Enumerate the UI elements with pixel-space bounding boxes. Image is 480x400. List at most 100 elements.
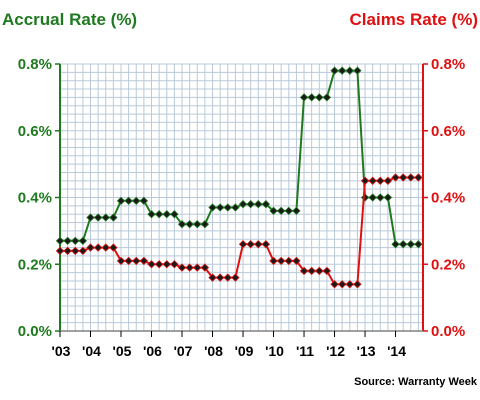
accrual-rate-point	[71, 236, 80, 246]
claims-rate-point	[162, 260, 171, 269]
accrual-rate-point	[93, 213, 103, 222]
x-tick-label: '11	[296, 343, 314, 359]
claims-rate-point	[154, 260, 164, 269]
x-tick-label: '09	[235, 343, 254, 359]
claims-rate-point	[177, 263, 187, 272]
accrual-rate-point	[238, 200, 248, 209]
accrual-rate-point	[391, 240, 400, 249]
x-tick-label: '03	[52, 343, 71, 359]
claims-rate-point	[116, 256, 126, 266]
accrual-rate-point	[261, 200, 271, 209]
claims-rate-point	[414, 173, 423, 182]
accrual-rate-point	[162, 210, 171, 219]
accrual-rate-point	[147, 210, 156, 219]
accrual-rate-point	[246, 200, 255, 209]
accrual-rate-point	[177, 220, 187, 229]
claims-rate-point	[78, 246, 88, 256]
claims-rate-point	[93, 243, 103, 252]
accrual-rate-point	[215, 203, 225, 212]
claims-rate-point	[55, 246, 65, 256]
claims-rate-point	[322, 266, 332, 276]
accrual-rate-point	[368, 193, 377, 202]
left-y-tick-label: 0.6%	[18, 123, 52, 140]
claims-rate-point	[345, 280, 354, 289]
right-y-tick-label: 0.4%	[431, 190, 465, 207]
claims-rate-point	[383, 176, 393, 185]
accrual-rate-point	[132, 196, 141, 206]
left-y-tick-label: 0.4%	[18, 190, 52, 207]
claims-rate-point	[330, 280, 339, 289]
accrual-rate-point	[414, 240, 423, 249]
accrual-rate-point	[124, 196, 133, 206]
x-tick-label: '05	[113, 343, 132, 359]
accrual-rate-point	[208, 203, 217, 212]
claims-rate-point	[276, 256, 286, 266]
claims-rate-point	[109, 243, 118, 252]
claims-rate-point	[86, 243, 95, 252]
claims-rate-point	[391, 173, 400, 182]
accrual-rate-point	[139, 196, 149, 206]
accrual-rate-point	[254, 200, 263, 209]
accrual-rate-point	[193, 220, 202, 229]
claims-rate-point	[139, 256, 149, 266]
accrual-rate-point	[337, 66, 347, 75]
claims-rate-point	[254, 240, 263, 249]
claims-rate-point	[292, 256, 301, 266]
right-y-tick-label: 0.8%	[431, 56, 465, 73]
claims-rate-point	[124, 256, 133, 266]
claims-rate-point	[71, 246, 80, 256]
accrual-rate-point	[223, 203, 232, 212]
claims-rate-point	[368, 176, 377, 185]
x-tick-label: '10	[265, 343, 284, 359]
accrual-rate-point	[86, 213, 95, 222]
accrual-rate-point	[63, 236, 72, 246]
claims-rate-point	[337, 280, 347, 289]
accrual-rate-point	[322, 93, 332, 102]
left-y-tick-label: 0.0%	[18, 323, 52, 340]
accrual-rate-point	[116, 196, 126, 206]
x-tick-label: '06	[143, 343, 162, 359]
claims-rate-point	[376, 176, 385, 185]
right-axis-title: Claims Rate (%)	[349, 10, 478, 29]
left-axis-title: Accrual Rate (%)	[2, 10, 138, 29]
claims-rate-point	[231, 273, 240, 282]
accrual-rate-point	[315, 93, 324, 102]
claims-rate-point	[353, 280, 362, 289]
accrual-rate-point	[299, 93, 309, 102]
claims-rate-point	[170, 260, 179, 269]
claims-rate-point	[101, 243, 110, 252]
accrual-rate-point	[307, 93, 316, 102]
left-y-tick-label: 0.8%	[18, 56, 52, 73]
claims-rate-point	[406, 173, 415, 182]
claims-rate-point	[360, 176, 370, 185]
accrual-rate-point	[109, 213, 118, 222]
accrual-rate-point	[284, 206, 293, 216]
claims-rate-point	[399, 173, 408, 182]
accrual-rate-point	[200, 220, 210, 229]
accrual-rate-point	[101, 213, 110, 222]
claims-rate-point	[238, 240, 248, 249]
claims-rate-point	[307, 266, 316, 276]
left-y-tick-label: 0.2%	[18, 256, 52, 273]
claims-rate-point	[215, 273, 225, 282]
x-tick-label: '04	[82, 343, 101, 359]
accrual-rate-point	[276, 206, 286, 216]
claims-rate-point	[246, 240, 255, 249]
accrual-rate-point	[269, 206, 278, 216]
accrual-rate-point	[231, 203, 240, 212]
right-y-tick-label: 0.6%	[431, 123, 465, 140]
claims-rate-point	[193, 263, 202, 272]
claims-rate-point	[261, 240, 271, 249]
x-tick-label: '14	[387, 343, 406, 359]
right-y-tick-label: 0.2%	[431, 256, 465, 273]
accrual-rate-point	[345, 66, 354, 75]
x-tick-label: '13	[357, 343, 376, 359]
claims-rate-point	[132, 256, 141, 266]
accrual-rate-point	[360, 193, 370, 202]
accrual-rate-point	[376, 193, 385, 202]
claims-rate-point	[223, 273, 232, 282]
x-tick-label: '07	[174, 343, 193, 359]
accrual-rate-point	[185, 220, 194, 229]
claims-rate-point	[208, 273, 217, 282]
accrual-rate-point	[55, 236, 65, 246]
